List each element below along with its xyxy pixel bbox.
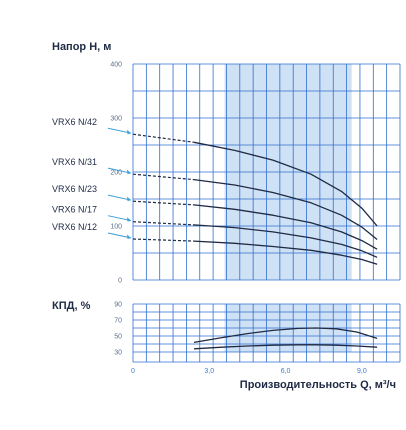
efficiency-chart-title: КПД, % [52,300,91,312]
x-tick-label: 9,0 [357,368,367,375]
head-chart-title: Напор H, м [52,41,111,53]
head-series-arrow [107,127,132,134]
head-series-arrowhead [127,217,131,222]
head-series-arrowhead [127,129,131,135]
head-curve-extrapolated [132,173,195,181]
head-curve-extrapolated [132,221,195,226]
head-y-tick-label: 100 [110,224,122,231]
efficiency-y-tick-label: 50 [114,334,122,341]
efficiency-y-tick-label: 30 [114,350,122,357]
efficiency-curve [193,344,378,350]
efficiency-curve [193,327,378,344]
efficiency-chart: КПД, % 30 50 70 90 0 3,0 6,0 9,0 Производитель… [52,300,401,391]
head-series-label: VRX6 N/31 [52,157,97,167]
efficiency-grid [132,303,401,363]
head-series-arrowhead [127,234,131,239]
head-curve [193,240,378,265]
efficiency-y-tick-label: 90 [114,302,122,309]
head-series-arrow [107,215,132,222]
head-series-label: VRX6 N/12 [52,222,97,232]
head-grid [132,63,401,281]
head-curve-extrapolated [132,133,195,143]
head-y-ticks: 0 100 200 300 400 [110,62,122,285]
head-curve [193,224,378,258]
head-series-label: VRX6 N/23 [52,184,97,194]
head-series-arrowhead [127,196,131,202]
x-tick-label: 6,0 [281,368,291,375]
head-series-arrowhead [127,169,131,175]
head-y-tick-label: 400 [110,62,122,69]
efficiency-y-ticks: 30 50 70 90 [114,302,122,357]
head-curve [193,204,378,250]
x-tick-label: 3,0 [204,368,214,375]
head-y-tick-label: 300 [110,116,122,123]
head-y-tick-label: 0 [118,278,122,285]
x-tick-label: 0 [131,368,135,375]
head-series-label: VRX6 N/17 [52,205,97,215]
head-series-arrow [107,232,132,239]
head-series-label: VRX6 N/42 [52,117,97,127]
head-y-tick-label: 200 [110,170,122,177]
x-axis-label: Производительность Q, м³/ч [240,379,396,391]
head-curve-extrapolated [132,238,195,242]
head-series-labels: VRX6 N/42 VRX6 N/31 VRX6 N/23 VRX6 N/17 VRX6… [52,117,132,239]
x-tick-labels: 0 3,0 6,0 9,0 [131,368,367,375]
head-curve [193,141,378,227]
head-curve-extrapolated [132,200,195,206]
head-curve [193,178,378,241]
head-curves [132,133,378,265]
efficiency-y-tick-label: 70 [114,318,122,325]
head-series-arrow [107,167,132,174]
head-series-arrow [107,194,132,201]
efficiency-curves [193,327,378,350]
